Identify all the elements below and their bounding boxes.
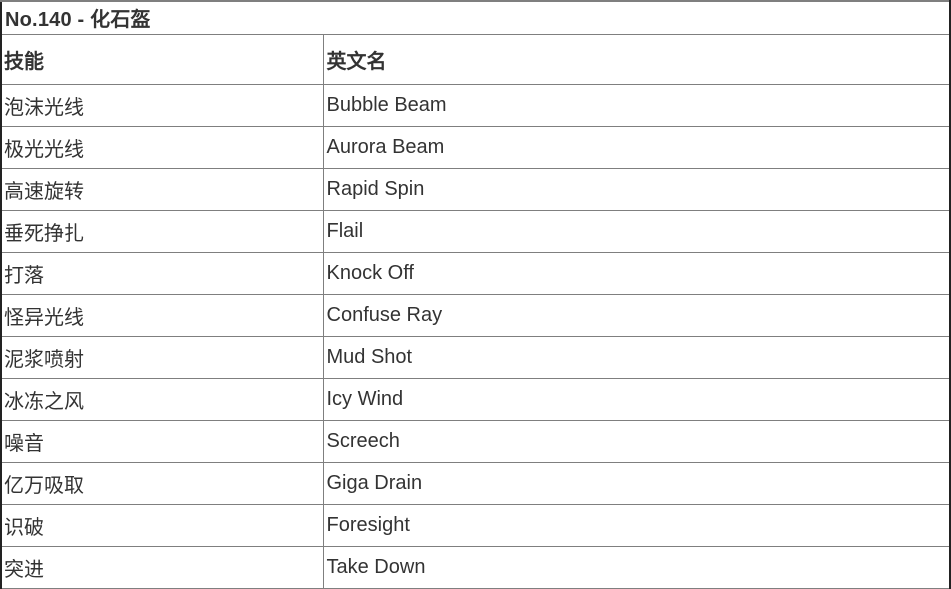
skill-name-cell: 打落 <box>1 252 323 295</box>
english-name-cell: Knock Off <box>322 252 951 295</box>
skill-name-cell: 识破 <box>1 504 323 547</box>
table-row: 泥浆喷射 Mud Shot <box>1 336 951 379</box>
table-row: 怪异光线 Confuse Ray <box>1 294 951 337</box>
skill-name-cell: 泡沫光线 <box>1 84 323 127</box>
table-row: 噪音 Screech <box>1 420 951 463</box>
skill-name-cell: 冰冻之风 <box>1 378 323 421</box>
english-name-cell: Confuse Ray <box>322 294 951 337</box>
table-row: 高速旋转 Rapid Spin <box>1 168 951 211</box>
english-name-cell: Aurora Beam <box>322 126 951 169</box>
skill-name-cell: 泥浆喷射 <box>1 336 323 379</box>
table-row: 泡沫光线 Bubble Beam <box>1 84 951 127</box>
skill-name-cell: 极光光线 <box>1 126 323 169</box>
english-name-cell: Flail <box>322 210 951 253</box>
column-header-english: 英文名 <box>322 34 951 85</box>
english-name-cell: Foresight <box>322 504 951 547</box>
skill-name-cell: 垂死挣扎 <box>1 210 323 253</box>
english-name-cell: Giga Drain <box>322 462 951 505</box>
table-row: 识破 Foresight <box>1 504 951 547</box>
english-name-cell: Bubble Beam <box>322 84 951 127</box>
english-name-cell: Take Down <box>322 546 951 589</box>
english-name-cell: Mud Shot <box>322 336 951 379</box>
table-row: 亿万吸取 Giga Drain <box>1 462 951 505</box>
english-name-cell: Icy Wind <box>322 378 951 421</box>
page-title: No.140 - 化石盔 <box>1 1 951 35</box>
table-header-row: 技能 英文名 <box>1 34 951 85</box>
skill-name-cell: 噪音 <box>1 420 323 463</box>
table-row: 极光光线 Aurora Beam <box>1 126 951 169</box>
column-header-skill: 技能 <box>1 34 323 85</box>
skill-name-cell: 高速旋转 <box>1 168 323 211</box>
table-title-row: No.140 - 化石盔 <box>1 1 951 35</box>
skill-name-cell: 亿万吸取 <box>1 462 323 505</box>
table-row: 垂死挣扎 Flail <box>1 210 951 253</box>
table-row: 突进 Take Down <box>1 546 951 589</box>
skill-name-cell: 怪异光线 <box>1 294 323 337</box>
english-name-cell: Rapid Spin <box>322 168 951 211</box>
table-row: 打落 Knock Off <box>1 252 951 295</box>
table-row: 冰冻之风 Icy Wind <box>1 378 951 421</box>
english-name-cell: Screech <box>322 420 951 463</box>
skill-name-cell: 突进 <box>1 546 323 589</box>
